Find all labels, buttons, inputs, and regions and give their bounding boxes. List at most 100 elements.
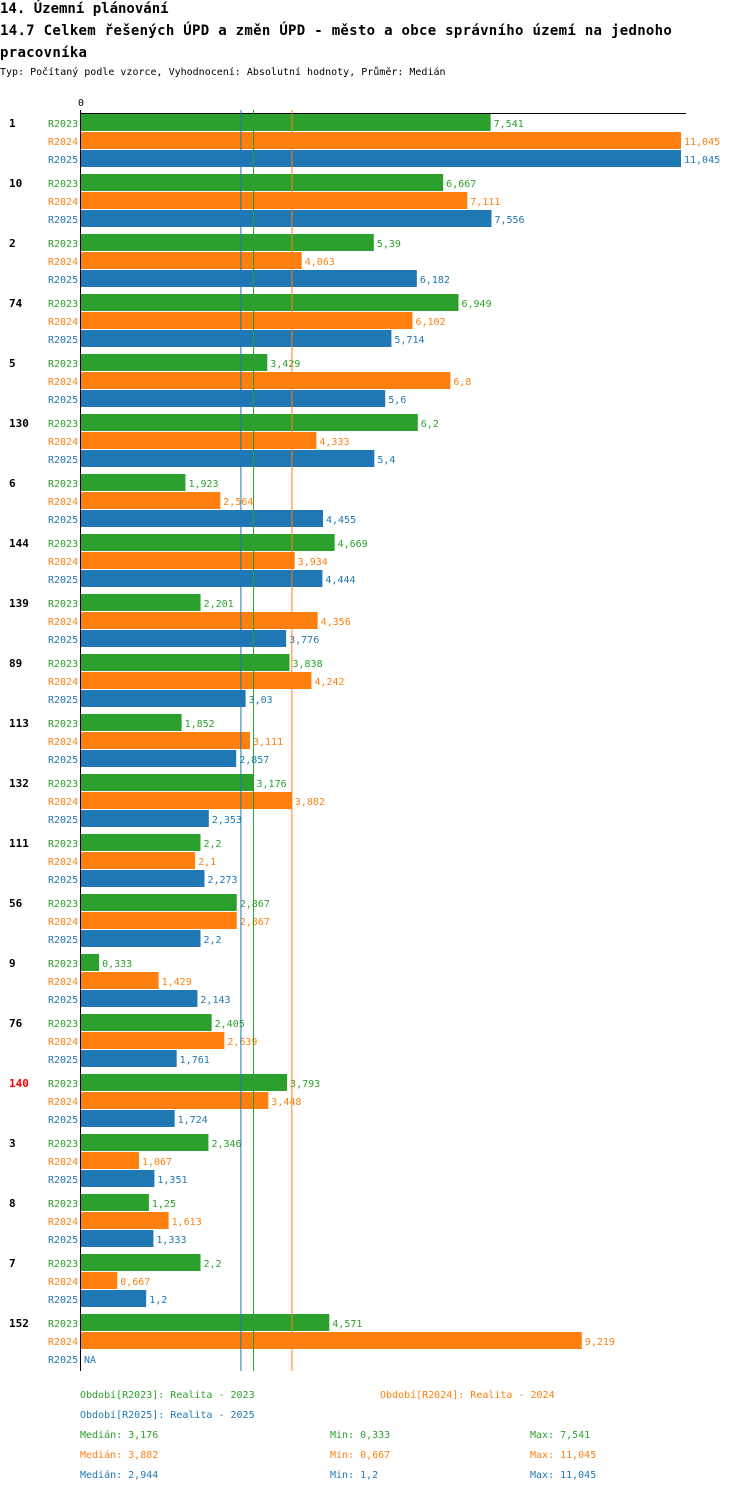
bar: [81, 252, 302, 269]
bar: [81, 330, 392, 347]
bar: [81, 270, 417, 287]
series-label: R2024: [48, 1277, 78, 1288]
data-label: 6,182: [420, 275, 450, 286]
data-label: 2,2: [204, 839, 222, 850]
group-label: 6: [9, 477, 16, 490]
data-label: 3,838: [292, 659, 322, 670]
data-label: 3,793: [290, 1079, 320, 1090]
bar: [81, 1272, 118, 1289]
bar: [81, 774, 254, 791]
series-label: R2024: [48, 737, 78, 748]
data-label: 1,724: [178, 1115, 208, 1126]
series-label: R2023: [48, 179, 78, 190]
series-label: R2024: [48, 857, 78, 868]
bar: [81, 294, 459, 311]
bar: [81, 474, 186, 491]
bar: [81, 1032, 225, 1049]
data-label: 4,444: [325, 575, 355, 586]
data-label: 4,333: [319, 437, 349, 448]
series-label: R2025: [48, 155, 78, 166]
bar: [81, 1332, 582, 1349]
group-label: 7: [9, 1257, 16, 1270]
bar: [81, 732, 250, 749]
data-label: 5,4: [377, 455, 395, 466]
series-label: R2023: [48, 659, 78, 670]
series-label: R2025: [48, 395, 78, 406]
series-label: R2025: [48, 1055, 78, 1066]
bar: [81, 594, 201, 611]
series-label: R2025: [48, 515, 78, 526]
data-label: 1,429: [162, 977, 192, 988]
data-label: 1,067: [142, 1157, 172, 1168]
series-label: R2025: [48, 995, 78, 1006]
data-label: 2,639: [227, 1037, 257, 1048]
bar: [81, 114, 491, 131]
bar: [81, 570, 323, 587]
bar: [81, 912, 237, 929]
legend-max-r2025: Max: 11,045: [530, 1470, 597, 1481]
data-label: 1,613: [172, 1217, 202, 1228]
data-label: 3,176: [257, 779, 287, 790]
data-label: 5,6: [388, 395, 406, 406]
bar: [81, 1074, 288, 1091]
section-title: 14. Územní plánování: [0, 1, 169, 17]
series-label: R2024: [48, 1337, 78, 1348]
data-label: 3,111: [253, 737, 283, 748]
data-label: 2,201: [204, 599, 234, 610]
series-label: R2023: [48, 419, 78, 430]
bar: [81, 414, 418, 431]
data-label: 1,923: [188, 479, 218, 490]
bar: [81, 1014, 212, 1031]
bar: [81, 672, 312, 689]
data-label: 4,455: [326, 515, 356, 526]
series-label: R2024: [48, 377, 78, 388]
bar: [81, 654, 290, 671]
bar: [81, 510, 324, 527]
data-label: 7,556: [494, 215, 524, 226]
data-label: 6,667: [446, 179, 476, 190]
data-label: 4,669: [338, 539, 368, 550]
series-label: R2024: [48, 1097, 78, 1108]
bar: [81, 750, 237, 767]
data-label: 0,333: [102, 959, 132, 970]
data-label: 2,405: [215, 1019, 245, 1030]
series-label: R2023: [48, 1259, 78, 1270]
data-label: 7,111: [470, 197, 500, 208]
chart-title: 14.7 Celkem řešených ÚPD a změn ÚPD - mě…: [0, 23, 673, 61]
group-label: 56: [9, 897, 23, 910]
bar: [81, 210, 492, 227]
data-label: 1,761: [180, 1055, 210, 1066]
bar: [81, 870, 205, 887]
data-label: 2,857: [239, 755, 269, 766]
series-label: R2024: [48, 917, 78, 928]
group-label: 130: [9, 417, 29, 430]
bar: [81, 354, 268, 371]
legend-max-r2024: Max: 11,045: [530, 1450, 597, 1461]
data-label: 2,867: [240, 917, 270, 928]
series-label: R2025: [48, 815, 78, 826]
series-label: R2023: [48, 1079, 78, 1090]
series-label: R2025: [48, 1175, 78, 1186]
bar: [81, 954, 100, 971]
bar: [81, 1230, 154, 1247]
series-label: R2024: [48, 437, 78, 448]
bar: [81, 792, 292, 809]
data-label: 4,242: [314, 677, 344, 688]
bar: [81, 972, 159, 989]
series-label: R2023: [48, 599, 78, 610]
data-label: 1,25: [152, 1199, 176, 1210]
data-label: 3,03: [249, 695, 273, 706]
data-label: 6,102: [415, 317, 445, 328]
series-label: R2024: [48, 797, 78, 808]
series-label: R2024: [48, 1037, 78, 1048]
data-label: 2,2: [204, 935, 222, 946]
series-label: R2025: [48, 275, 78, 286]
series-label: R2025: [48, 695, 78, 706]
series-label: R2024: [48, 137, 78, 148]
series-label: R2024: [48, 197, 78, 208]
data-label: 3,429: [270, 359, 300, 370]
series-label: R2025: [48, 215, 78, 226]
bar: [81, 174, 444, 191]
group-label: 89: [9, 657, 22, 670]
series-label: R2024: [48, 1157, 78, 1168]
